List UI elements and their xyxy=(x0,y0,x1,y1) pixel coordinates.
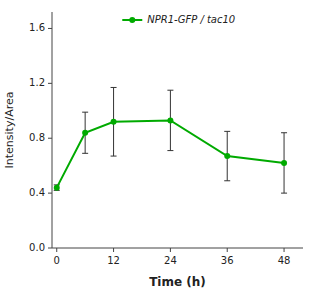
y-tick-label: 1.6 xyxy=(29,22,45,33)
x-axis-line xyxy=(52,248,303,249)
legend-marker xyxy=(129,17,135,23)
point xyxy=(167,117,173,123)
point xyxy=(224,153,230,159)
x-tick xyxy=(284,248,285,252)
y-axis-label: Intensity/Area xyxy=(3,92,16,169)
chart: 0.0 0.4 0.8 1.2 1.6 0 12 24 36 48 Time (h) Intensit… xyxy=(0,0,315,294)
y-tick xyxy=(48,248,52,249)
y-tick xyxy=(48,138,52,139)
x-tick-label: 12 xyxy=(107,255,120,266)
x-tick xyxy=(170,248,171,252)
x-tick-label: 36 xyxy=(221,255,234,266)
error-bar xyxy=(54,185,60,190)
x-tick-label: 48 xyxy=(278,255,291,266)
point xyxy=(281,160,287,166)
y-tick xyxy=(48,28,52,29)
error-bar xyxy=(82,112,88,153)
error-bar xyxy=(111,87,117,156)
y-tick-label: 0.8 xyxy=(29,132,45,143)
x-tick-label: 0 xyxy=(54,255,60,266)
plot-area xyxy=(54,87,287,193)
y-tick-label: 0.0 xyxy=(29,242,45,253)
x-tick xyxy=(113,248,114,252)
error-bar xyxy=(224,131,230,180)
error-bar xyxy=(281,133,287,193)
y-tick xyxy=(48,193,52,194)
point xyxy=(111,119,117,125)
point xyxy=(54,185,60,191)
y-axis-line xyxy=(52,12,53,248)
x-tick xyxy=(227,248,228,252)
y-tick xyxy=(48,83,52,84)
x-tick-label: 24 xyxy=(164,255,177,266)
x-tick xyxy=(56,248,57,252)
y-tick-label: 0.4 xyxy=(29,187,45,198)
y-tick-label: 1.2 xyxy=(29,77,45,88)
x-axis-label: Time (h) xyxy=(149,275,206,289)
legend: NPR1-GFP / tac10 xyxy=(122,14,235,25)
point xyxy=(82,130,88,136)
series-line xyxy=(57,120,284,187)
error-bar xyxy=(167,90,173,150)
legend-label: NPR1-GFP / tac10 xyxy=(147,14,235,25)
